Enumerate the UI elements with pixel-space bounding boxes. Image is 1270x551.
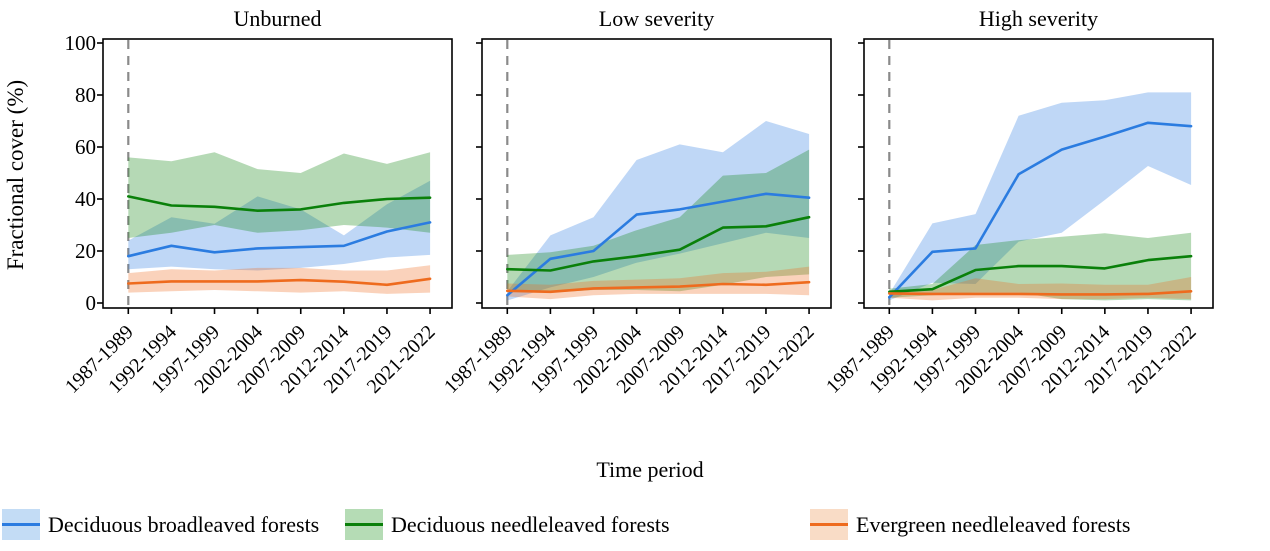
panel-title-high-severity: High severity — [978, 6, 1099, 31]
panel-frame — [102, 38, 453, 309]
panel-unburned: 1987-19891992-19941997-19992002-20042007… — [61, 38, 453, 398]
y-tick-label: 20 — [75, 239, 96, 263]
confidence-band-deciduous-needleleaved-forests — [507, 149, 810, 293]
series-line-evergreen-needleleaved-forests — [506, 280, 811, 294]
x-axis-title: Time period — [596, 457, 704, 482]
y-tick-label: 100 — [65, 31, 97, 55]
y-tick-label: 60 — [75, 135, 96, 159]
legend-item-deciduous-broadleaved: Deciduous broadleaved forests — [2, 509, 319, 540]
y-axis-title: Fractional cover (%) — [3, 79, 28, 271]
series-line-deciduous-needleleaved-forests — [888, 254, 1193, 294]
panel-low-severity: 1987-19891992-19941997-19992002-20042007… — [440, 38, 832, 398]
panel-title-low-severity: Low severity — [598, 6, 715, 31]
legend-line-icon — [2, 523, 40, 526]
series-line-deciduous-needleleaved-forests — [506, 215, 811, 272]
legend-line-icon — [810, 523, 848, 526]
y-tick-label: 40 — [75, 187, 96, 211]
series-line-deciduous-broadleaved-forests — [127, 221, 432, 258]
panel-frame — [863, 38, 1214, 309]
confidence-band-deciduous-broadleaved-forests — [128, 180, 431, 271]
legend-label: Deciduous needleleaved forests — [391, 511, 670, 537]
legend-swatch-evergreen-needleleaved — [810, 509, 848, 540]
series-line-deciduous-needleleaved-forests — [127, 195, 432, 212]
confidence-band-evergreen-needleleaved-forests — [507, 266, 810, 300]
legend-label: Evergreen needleleaved forests — [856, 511, 1131, 537]
legend-item-evergreen-needleleaved: Evergreen needleleaved forests — [810, 509, 1130, 540]
series-line-evergreen-needleleaved-forests — [888, 290, 1193, 296]
series-line-deciduous-broadleaved-forests — [888, 121, 1193, 299]
panel-high-severity: 1987-19891992-19941997-19992002-20042007… — [822, 38, 1214, 398]
series-line-deciduous-broadleaved-forests — [506, 192, 811, 297]
legend-line-icon — [345, 523, 383, 526]
legend-swatch-deciduous-needleleaved — [345, 509, 383, 540]
panel-title-unburned: Unburned — [233, 6, 322, 31]
panel-frame — [481, 38, 832, 309]
y-tick-label: 80 — [75, 83, 96, 107]
y-tick-label: 0 — [86, 291, 97, 315]
series-line-evergreen-needleleaved-forests — [127, 277, 432, 287]
legend-label: Deciduous broadleaved forests — [48, 511, 320, 537]
confidence-band-deciduous-needleleaved-forests — [128, 152, 431, 238]
legend-item-deciduous-needleleaved: Deciduous needleleaved forests — [345, 509, 670, 540]
legend-swatch-deciduous-broadleaved — [2, 509, 40, 540]
